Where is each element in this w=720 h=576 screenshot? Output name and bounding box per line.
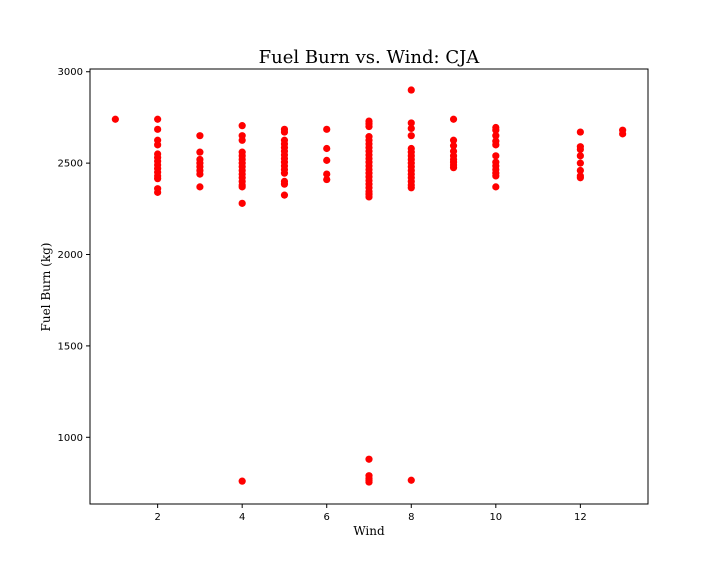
y-tick-label: 2000 (58, 250, 83, 261)
data-point (576, 128, 584, 136)
data-point (323, 144, 331, 153)
data-point (323, 156, 331, 164)
data-point (492, 141, 500, 149)
data-point (238, 136, 246, 144)
data-point (407, 86, 415, 94)
y-tick-label: 2500 (58, 159, 83, 170)
data-point (154, 175, 162, 183)
y-axis: 1000 1500 2000 2500 3000 (58, 67, 90, 444)
data-point (280, 191, 289, 199)
x-tick-label: 10 (489, 512, 502, 523)
data-point (576, 166, 584, 175)
data-point (365, 455, 373, 463)
data-point (492, 126, 500, 134)
data-point (323, 170, 331, 178)
data-point (492, 152, 500, 160)
x-tick-label: 2 (154, 512, 160, 523)
data-point (576, 174, 584, 182)
data-point (154, 125, 162, 133)
data-point (196, 148, 204, 156)
data-point (323, 175, 331, 184)
data-point (196, 132, 204, 140)
y-tick-label: 1500 (58, 341, 83, 352)
data-point (576, 152, 584, 160)
data-point (238, 183, 246, 191)
data-point (154, 188, 162, 196)
data-point (492, 183, 500, 191)
x-tick-label: 12 (574, 512, 587, 523)
data-point (154, 141, 162, 149)
y-tick-label: 3000 (58, 67, 83, 78)
data-point (449, 142, 458, 150)
x-tick-label: 4 (239, 512, 245, 523)
data-point (449, 164, 458, 172)
data-point (238, 199, 246, 207)
data-point (407, 132, 415, 140)
data-point (619, 130, 627, 138)
data-point (492, 172, 500, 180)
y-tick-label: 1000 (58, 433, 83, 444)
data-point (449, 115, 458, 123)
data-point (365, 122, 373, 131)
data-point (280, 128, 289, 136)
y-axis-label: Fuel Burn (kg) (39, 243, 53, 332)
data-point (576, 145, 584, 154)
data-point (238, 477, 246, 485)
plot-frame (89, 68, 649, 505)
chart-title: Fuel Burn vs. Wind: CJA (259, 47, 481, 68)
data-point (154, 115, 162, 123)
data-point (280, 169, 289, 177)
x-axis-label: Wind (353, 524, 385, 538)
x-tick-label: 6 (324, 512, 330, 523)
data-point (407, 476, 415, 484)
data-point (238, 122, 246, 130)
data-point (407, 119, 415, 127)
x-axis: 2 4 6 8 10 12 (154, 504, 587, 523)
data-point (365, 478, 373, 486)
data-point (492, 132, 500, 140)
data-point (196, 183, 204, 191)
data-point (196, 170, 204, 178)
data-point (323, 125, 331, 133)
plot-points (111, 86, 627, 486)
data-point (449, 136, 458, 144)
data-point (365, 193, 373, 201)
data-point (576, 159, 584, 167)
data-point (407, 184, 415, 192)
data-point (111, 115, 119, 123)
data-point (280, 180, 289, 188)
x-tick-label: 8 (408, 512, 414, 523)
data-point (407, 124, 415, 133)
